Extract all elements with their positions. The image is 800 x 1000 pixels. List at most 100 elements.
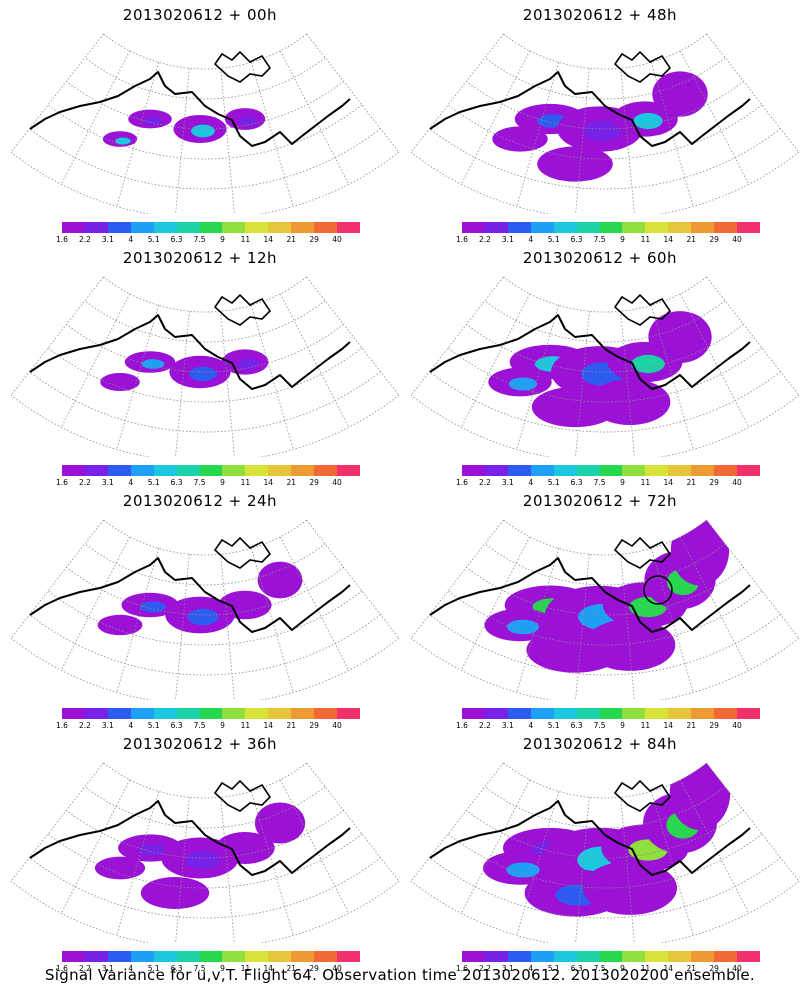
colorbar-tick-label: 1.6: [456, 478, 468, 487]
variance-region: [537, 146, 613, 182]
colorbar-tick-label: 1.6: [56, 964, 68, 973]
colorbar-ticks: 1.6 2.2 3.1 4 5.1 6.3 7.5 9 11 14 21 29 40: [448, 235, 768, 245]
colorbar-swatch: [337, 465, 360, 476]
longitude-line: [220, 68, 235, 214]
colorbar-swatch: [176, 222, 200, 233]
colorbar-swatch: [714, 222, 738, 233]
colorbar-swatch: [484, 708, 508, 719]
variance-core: [506, 862, 540, 878]
colorbar-swatch: [130, 951, 154, 962]
map-panel: 2013020612 + 72h 1.6 2.2 3.1 4 5.1 6.3 7.5 9 11 14…: [400, 486, 800, 731]
latitude-line: [47, 833, 363, 889]
colorbar-swatch: [107, 951, 131, 962]
colorbar-swatch: [268, 465, 292, 476]
colorbar-tick-label: 6.3: [570, 721, 583, 730]
colorbar-ticks: 1.6 2.2 3.1 4 5.1 6.3 7.5 9 11 14 21 29 40: [48, 964, 368, 974]
latitude-line: [103, 276, 307, 313]
colorbar-tick-label: 14: [263, 964, 274, 973]
colorbar-tick-label: 2.2: [78, 478, 91, 487]
latitude-line: [10, 394, 400, 457]
longitude-line: [620, 797, 635, 943]
colorbar-tick-label: 21: [286, 235, 296, 244]
colorbar-swatch: [599, 465, 623, 476]
colorbar-swatch: [153, 465, 177, 476]
colorbar-swatch: [337, 951, 360, 962]
colorbar-tick-label: 9: [220, 721, 225, 730]
colorbar-tick-label: 14: [263, 478, 274, 487]
longitude-line: [60, 779, 131, 914]
longitude-line: [460, 779, 531, 914]
colorbar-tick-label: 40: [732, 478, 742, 487]
colorbar-tick-label: 6.3: [570, 235, 583, 244]
colorbar-tick-label: 29: [309, 478, 319, 487]
observation-marker: [643, 575, 673, 605]
variance-region: [140, 877, 210, 909]
colorbar-tick-label: 4: [128, 478, 134, 487]
longitude-line: [250, 791, 294, 936]
colorbar-tick-label: 1.6: [456, 721, 468, 730]
longitude-line: [410, 519, 504, 639]
coastline: [429, 557, 751, 633]
colorbar-swatch: [245, 951, 269, 962]
colorbar-swatch: [199, 222, 223, 233]
colorbar-swatch: [291, 951, 315, 962]
longitude-line: [516, 548, 560, 693]
colorbar-swatch: [645, 465, 669, 476]
colorbar-swatch: [245, 222, 269, 233]
colorbar: [462, 708, 760, 719]
colorbar-tick-label: 11: [240, 721, 251, 730]
island-coastline: [213, 293, 272, 326]
colorbar-swatch: [714, 951, 738, 962]
longitude-line: [10, 276, 104, 396]
longitude-line: [306, 519, 400, 639]
colorbar-tick-label: 14: [263, 721, 274, 730]
latitude-line: [84, 300, 326, 343]
colorbar-tick-label: 5.1: [147, 721, 160, 730]
longitude-line: [306, 33, 400, 153]
map-panel: 2013020612 + 48h 1.6 2.2 3.1 4 5.1 6.3 7.5 9 11 14…: [400, 0, 800, 245]
latitude-line: [410, 637, 800, 700]
variance-region: [257, 561, 303, 599]
colorbar-swatch: [484, 951, 508, 962]
coastline: [29, 314, 351, 390]
colorbar-swatch: [337, 222, 360, 233]
latitude-line: [103, 33, 307, 70]
colorbar-swatch: [130, 222, 154, 233]
longitude-line: [10, 762, 104, 882]
colorbar-swatch: [530, 708, 554, 719]
longitude-line: [620, 68, 635, 214]
variance-core: [187, 608, 219, 626]
longitude-line: [250, 62, 294, 207]
colorbar-tick-label: 11: [240, 964, 251, 973]
variance-region: [589, 378, 671, 426]
map-panel: 2013020612 + 24h 1.6 2.2 3.1 4 5.1 6.3 7.5 9 11 14…: [0, 486, 400, 731]
colorbar-tick-label: 6.3: [170, 721, 183, 730]
colorbar-tick-label: 6.3: [170, 235, 183, 244]
variance-core: [508, 377, 538, 391]
colorbar-tick-label: 40: [332, 721, 342, 730]
colorbar-swatch: [622, 222, 646, 233]
colorbar-tick-label: 40: [332, 964, 342, 973]
colorbar-swatch: [599, 708, 623, 719]
colorbar-swatch: [507, 465, 531, 476]
map-panel: 2013020612 + 36h 1.6 2.2 3.1 4 5.1 6.3 7.5 9 11 14…: [0, 729, 400, 974]
polar-map: [10, 519, 400, 700]
colorbar-tick-label: 9: [220, 478, 225, 487]
colorbar-tick-label: 11: [640, 235, 651, 244]
longitude-line: [410, 762, 504, 882]
variance-region: [94, 856, 146, 880]
figure-caption: Signal Variance for u,v,T. Flight 64. Ob…: [44, 966, 756, 984]
colorbar-swatch: [314, 465, 338, 476]
longitude-line: [460, 536, 531, 671]
colorbar-tick-label: 40: [732, 964, 742, 973]
latitude-line: [84, 786, 326, 829]
variance-region: [254, 802, 306, 844]
colorbar-swatch: [84, 708, 108, 719]
island-coastline: [213, 536, 272, 569]
map-panel: 2013020612 + 84h 1.6 2.2 3.1 4 5.1 6.3 7.5 9 11 14…: [400, 729, 800, 974]
variance-core: [141, 359, 165, 369]
colorbar-tick-label: 29: [709, 964, 719, 973]
colorbar-swatch: [222, 708, 246, 719]
colorbar-swatch: [130, 708, 154, 719]
colorbar-ticks: 1.6 2.2 3.1 4 5.1 6.3 7.5 9 11 14 21 29 40: [48, 478, 368, 488]
